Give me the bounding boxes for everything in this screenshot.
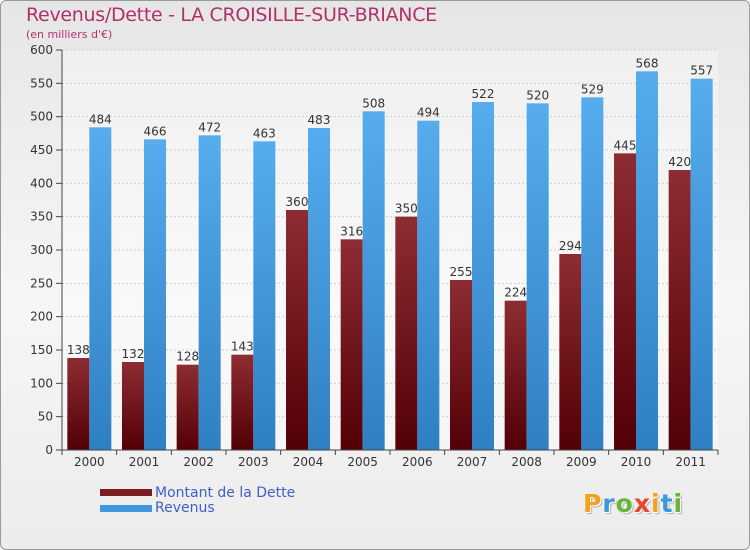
logo-letter: o — [615, 489, 634, 518]
bar-revenue — [581, 97, 604, 450]
x-tick-label: 2011 — [675, 455, 706, 469]
bar-debt — [395, 216, 418, 450]
data-label-debt: 316 — [340, 224, 363, 238]
legend-swatch-debt — [100, 489, 152, 496]
data-label-revenue: 494 — [417, 106, 440, 120]
bar-revenue — [690, 78, 713, 451]
y-tick-label: 450 — [30, 143, 53, 157]
x-tick-label: 2002 — [183, 455, 214, 469]
legend-swatch-revenue — [100, 505, 152, 512]
legend-label-debt: Montant de la Dette — [155, 485, 296, 501]
data-label-debt: 255 — [450, 265, 473, 279]
x-tick-label: 2000 — [74, 455, 105, 469]
bar-revenue — [253, 141, 276, 451]
bar-debt — [67, 358, 90, 450]
data-label-revenue: 520 — [526, 88, 549, 102]
data-label-revenue: 529 — [581, 82, 604, 96]
bar-debt — [122, 362, 144, 450]
bar-debt — [668, 170, 691, 450]
bar-debt — [559, 254, 582, 450]
data-label-debt: 420 — [668, 155, 691, 169]
y-tick-label: 400 — [30, 176, 53, 190]
logo-letter: i — [651, 489, 661, 518]
y-tick-label: 300 — [30, 243, 53, 257]
data-label-revenue: 466 — [144, 124, 167, 138]
y-tick-label: 0 — [45, 443, 53, 457]
bar-debt — [614, 153, 636, 451]
bar-revenue — [144, 139, 166, 451]
y-tick-label: 600 — [30, 43, 53, 57]
data-label-debt: 294 — [559, 239, 582, 253]
data-label-debt: 143 — [231, 340, 254, 354]
logo-letter: i — [673, 489, 684, 518]
data-label-revenue: 508 — [362, 96, 385, 110]
data-label-revenue: 463 — [253, 126, 276, 140]
data-label-revenue: 484 — [89, 112, 112, 126]
bar-revenue — [417, 120, 440, 451]
bar-revenue — [308, 128, 330, 450]
bar-layer: 138 484 132 466 128 472 143 463 360 483 316 508 350 4… — [67, 56, 713, 451]
bar-revenue — [362, 111, 385, 450]
data-label-revenue: 568 — [636, 56, 659, 70]
chart-title: Revenus/Dette - LA CROISILLE-SUR-BRIANCE — [26, 4, 437, 26]
y-tick-label: 500 — [30, 110, 53, 124]
logo-letter: x — [633, 489, 651, 518]
bar-debt — [286, 210, 308, 450]
data-label-revenue: 557 — [690, 64, 713, 78]
x-tick-label: 2009 — [566, 455, 597, 469]
bar-revenue — [526, 103, 549, 450]
x-tick-label: 2004 — [293, 455, 324, 469]
data-label-debt: 224 — [504, 286, 527, 300]
x-tick-label: 2008 — [511, 455, 542, 469]
x-tick-label: 2010 — [621, 455, 652, 469]
chart-subtitle: (en milliers d'€) — [26, 28, 113, 41]
data-label-debt: 138 — [67, 343, 90, 357]
y-tick-label: 550 — [30, 76, 53, 90]
data-label-debt: 445 — [614, 138, 637, 152]
x-tick-label: 2001 — [129, 455, 160, 469]
data-label-revenue: 522 — [472, 87, 495, 101]
y-tick-label: 250 — [30, 276, 53, 290]
bar-debt — [504, 300, 527, 450]
bar-debt — [340, 239, 363, 450]
bar-revenue — [198, 135, 221, 451]
data-label-debt: 350 — [395, 202, 418, 216]
data-label-debt: 128 — [176, 350, 199, 364]
data-label-debt: 132 — [122, 347, 145, 361]
y-tick-label: 200 — [30, 310, 53, 324]
bar-debt — [450, 280, 472, 450]
axis-layer: 0 50 100 150 200 250 300 350 400 450 500 550 600 2000… — [30, 43, 719, 469]
proxiti-logo: Proxiti — [583, 489, 683, 518]
data-label-revenue: 472 — [198, 120, 221, 134]
data-label-revenue: 483 — [308, 113, 331, 127]
logo-letter: P — [583, 489, 603, 518]
x-tick-label: 2006 — [402, 455, 433, 469]
y-tick-label: 50 — [38, 410, 53, 424]
bar-debt — [176, 364, 199, 450]
data-label-debt: 360 — [286, 195, 309, 209]
y-tick-label: 350 — [30, 210, 53, 224]
bar-revenue — [472, 102, 494, 450]
logo-letter: t — [660, 489, 674, 518]
x-tick-label: 2005 — [347, 455, 378, 469]
legend-label-revenue: Revenus — [155, 500, 215, 516]
x-tick-label: 2007 — [457, 455, 488, 469]
y-tick-label: 150 — [30, 343, 53, 357]
bar-revenue — [89, 127, 112, 450]
bar-debt — [231, 354, 254, 450]
y-tick-label: 100 — [30, 376, 53, 390]
bar-revenue — [636, 71, 658, 450]
x-tick-label: 2003 — [238, 455, 269, 469]
logo-letter: r — [602, 489, 616, 518]
